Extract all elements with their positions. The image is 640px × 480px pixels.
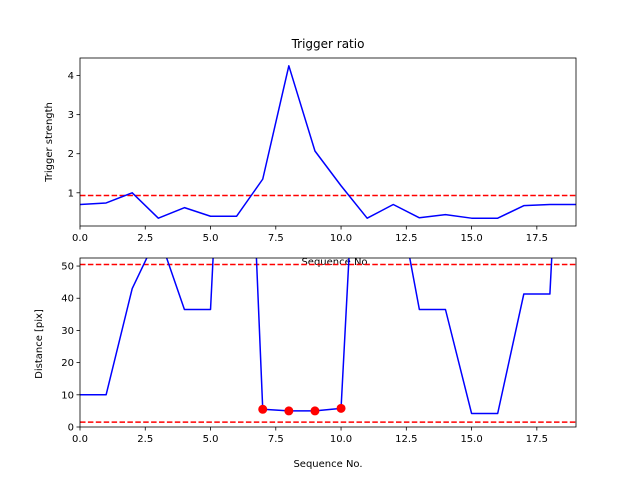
x-tick-label: 0.0 xyxy=(72,233,88,244)
axes-frame xyxy=(79,257,577,428)
x-tick-label: 2.5 xyxy=(137,233,153,244)
series-line xyxy=(80,65,576,219)
y-tick-label: 0 xyxy=(68,423,74,434)
x-tick-label: 17.5 xyxy=(526,434,548,445)
x-tick-label: 10.0 xyxy=(330,434,352,445)
plot-content xyxy=(80,65,576,219)
data-point-marker xyxy=(284,406,294,416)
x-tick-label: 15.0 xyxy=(460,233,482,244)
x-tick-label: 7.5 xyxy=(268,233,284,244)
trigger-ratio-chart: Trigger ratio 0.0 2.5 5.0 7.5 10.0 12.5 15.0 17… xyxy=(44,37,577,268)
y-axis-label: Distance [pix] xyxy=(34,309,45,379)
y-tick-label: 20 xyxy=(61,358,74,369)
plot-area xyxy=(79,57,577,227)
chart-title: Trigger ratio xyxy=(291,37,365,51)
x-tick-label: 17.5 xyxy=(526,233,548,244)
x-tick-label: 5.0 xyxy=(203,233,219,244)
x-tick-label: 7.5 xyxy=(268,434,284,445)
axis-ticks: 0.0 2.5 5.0 7.5 10.0 12.5 15.0 17.5 1 2 3 4 xyxy=(68,71,548,244)
plot-area xyxy=(79,257,577,428)
y-tick-label: 2 xyxy=(68,149,74,160)
y-axis-label: Trigger strength xyxy=(44,102,55,183)
x-tick-label: 10.0 xyxy=(330,233,352,244)
data-point-marker xyxy=(310,406,320,416)
x-tick-label: 15.0 xyxy=(460,434,482,445)
y-tick-label: 30 xyxy=(61,326,74,337)
data-point-marker xyxy=(258,404,268,414)
x-tick-label: 0.0 xyxy=(72,434,88,445)
x-axis-label: Sequence No. xyxy=(301,257,370,268)
y-tick-label: 50 xyxy=(61,262,74,273)
x-tick-label: 12.5 xyxy=(395,434,417,445)
distance-chart: 0.0 2.5 5.0 7.5 10.0 12.5 15.0 17.501020304050 … xyxy=(34,257,577,470)
y-tick-label: 4 xyxy=(68,71,74,82)
x-axis-label: Sequence No. xyxy=(293,459,362,470)
axes-frame xyxy=(79,57,577,227)
y-tick-label: 40 xyxy=(61,294,74,305)
data-point-marker xyxy=(336,403,346,413)
y-tick-label: 10 xyxy=(61,390,74,401)
y-tick-label: 1 xyxy=(68,188,74,199)
axis-ticks: 0.0 2.5 5.0 7.5 10.0 12.5 15.0 17.5 0 10 20 30 40 50 xyxy=(61,262,548,445)
x-tick-label: 5.0 xyxy=(203,434,219,445)
y-tick-label: 3 xyxy=(68,110,74,121)
x-tick-label: 2.5 xyxy=(137,434,153,445)
x-tick-label: 12.5 xyxy=(395,233,417,244)
series-line xyxy=(80,258,553,415)
plot-content xyxy=(80,258,576,423)
